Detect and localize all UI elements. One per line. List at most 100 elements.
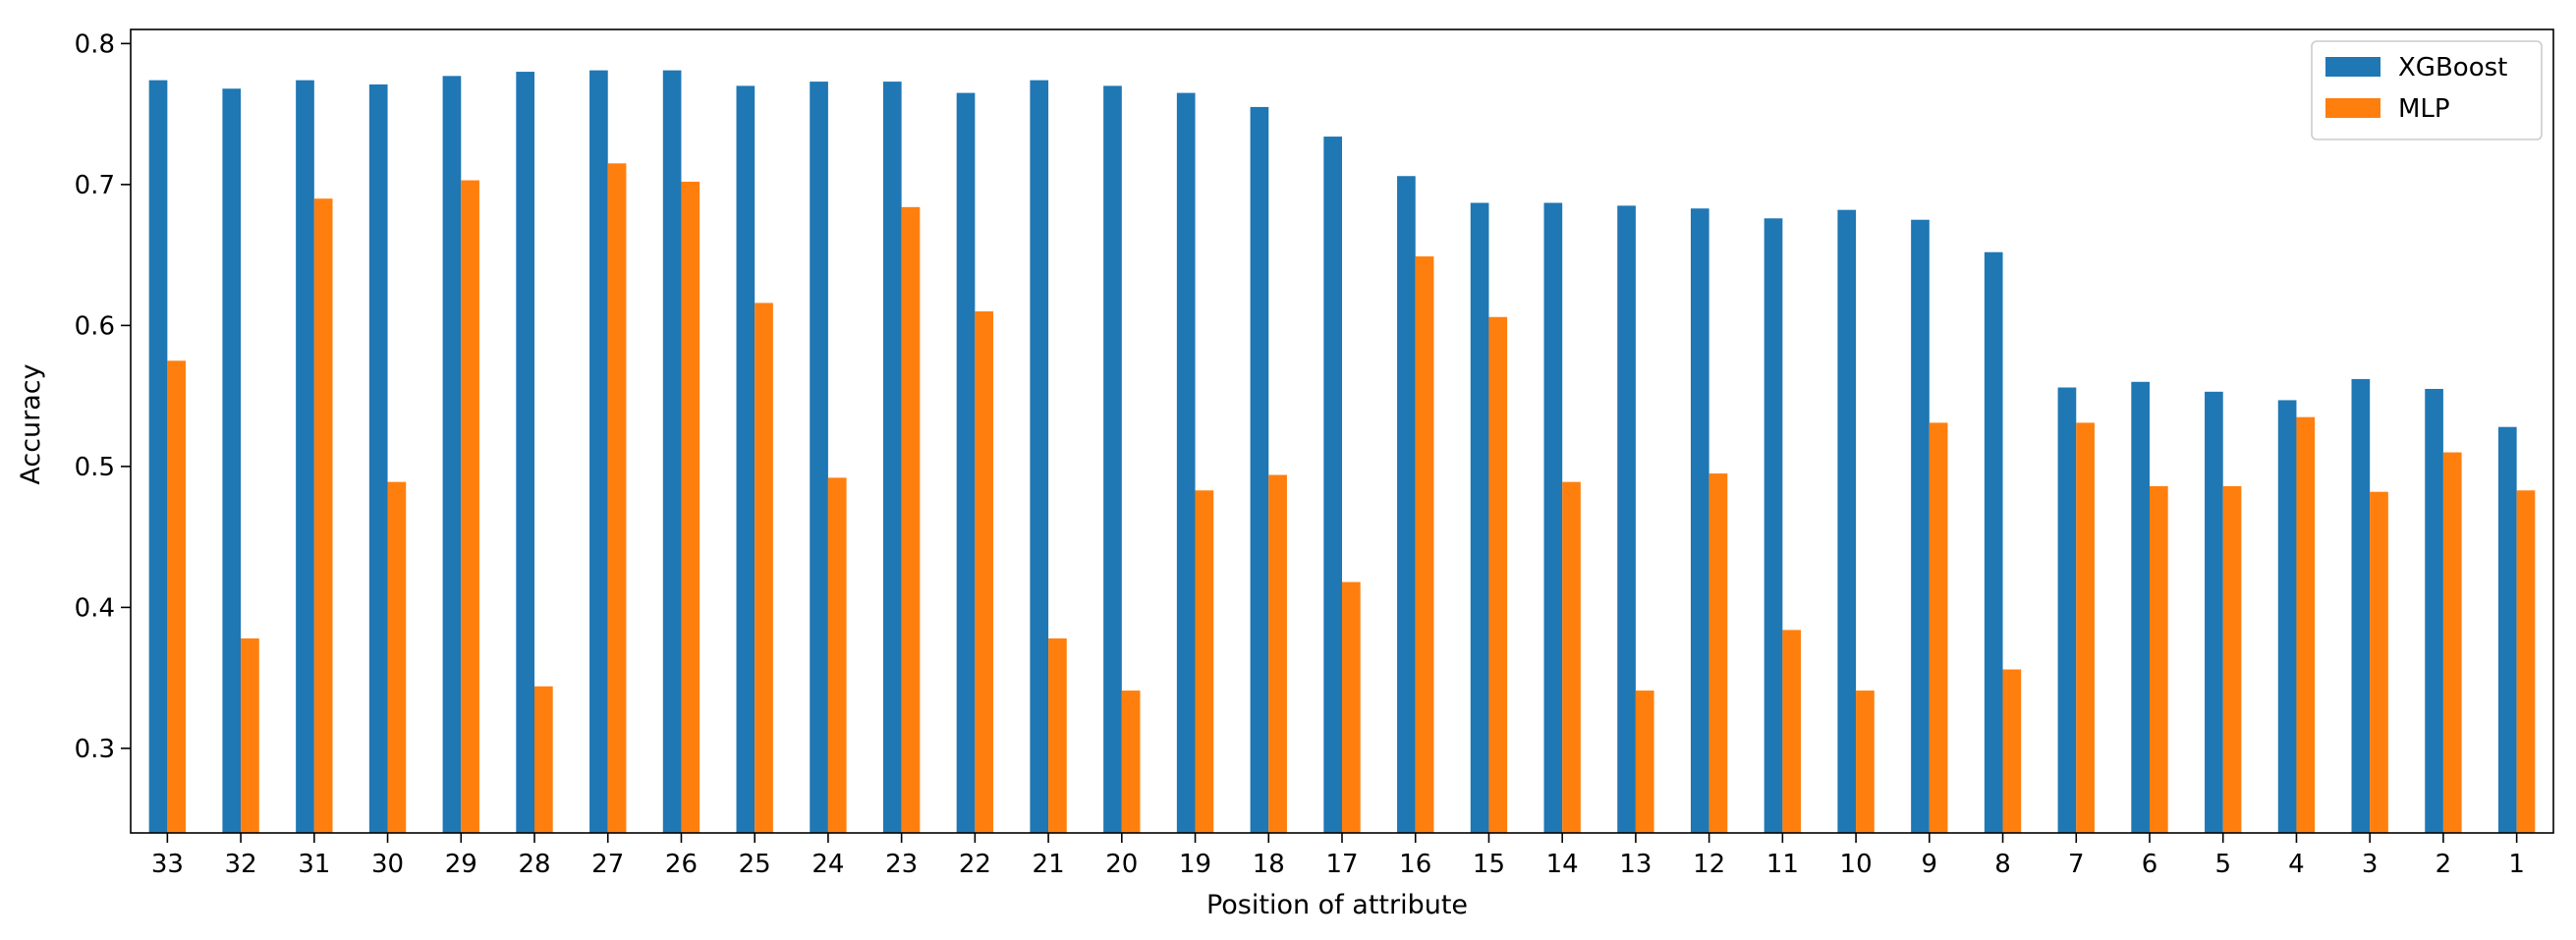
- bar-mlp-23: [901, 206, 921, 833]
- legend-label-xgboost: XGBoost: [2398, 53, 2507, 83]
- bar-xgboost-1: [2497, 426, 2517, 833]
- x-tick-label: 27: [591, 850, 624, 879]
- bar-mlp-20: [1121, 691, 1141, 833]
- bar-mlp-18: [1268, 474, 1287, 833]
- bar-xgboost-2: [2425, 388, 2443, 833]
- bar-xgboost-33: [148, 80, 168, 833]
- y-axis-label: Accuracy: [16, 363, 46, 484]
- x-tick-label: 15: [1473, 850, 1505, 879]
- x-axis-label: Position of attribute: [1206, 890, 1468, 920]
- legend: XGBoost MLP: [2311, 40, 2543, 140]
- bar-xgboost-3: [2351, 378, 2371, 833]
- bar-xgboost-4: [2277, 400, 2297, 833]
- bar-mlp-26: [681, 181, 700, 834]
- x-tick-label: 19: [1179, 850, 1211, 879]
- bar-mlp-7: [2076, 422, 2095, 833]
- x-tick-label: 18: [1253, 850, 1285, 879]
- bar-mlp-4: [2296, 416, 2316, 833]
- bar-mlp-25: [755, 303, 773, 833]
- bar-mlp-22: [975, 311, 994, 833]
- y-tick-label: 0.7: [75, 171, 115, 200]
- x-tick-label: 28: [518, 850, 550, 879]
- bar-xgboost-27: [589, 70, 608, 834]
- bar-xgboost-12: [1690, 208, 1709, 833]
- bar-xgboost-31: [296, 80, 314, 833]
- x-tick-label: 6: [2142, 850, 2158, 879]
- bar-mlp-27: [607, 163, 627, 833]
- y-tick-label: 0.5: [75, 453, 115, 482]
- bar-mlp-29: [461, 180, 479, 834]
- x-tick-label: 17: [1325, 850, 1358, 879]
- bar-mlp-9: [1929, 422, 1948, 833]
- bar-mlp-12: [1708, 473, 1728, 833]
- bars-layer: [148, 70, 2536, 834]
- bar-xgboost-7: [2057, 387, 2077, 833]
- x-tick-label: 10: [1840, 850, 1873, 879]
- bar-mlp-8: [2002, 669, 2022, 833]
- x-tick-label: 33: [151, 850, 184, 879]
- bar-mlp-5: [2222, 485, 2242, 833]
- bar-mlp-28: [534, 686, 553, 833]
- bar-mlp-1: [2516, 490, 2536, 833]
- bar-xgboost-16: [1397, 176, 1416, 833]
- legend-label-mlp: MLP: [2398, 94, 2450, 124]
- bar-mlp-31: [313, 198, 333, 833]
- bar-xgboost-30: [368, 83, 388, 834]
- x-tick-label: 5: [2214, 850, 2231, 879]
- x-tick-label: 12: [1693, 850, 1725, 879]
- x-tick-label: 11: [1766, 850, 1799, 879]
- x-tick-label: 9: [1922, 850, 1938, 879]
- bar-xgboost-14: [1543, 202, 1563, 833]
- bar-xgboost-20: [1103, 85, 1122, 833]
- bar-xgboost-19: [1176, 92, 1196, 833]
- bar-xgboost-29: [442, 76, 462, 834]
- bar-mlp-2: [2442, 452, 2462, 833]
- x-tick-label: 1: [2508, 850, 2525, 879]
- y-tick-label: 0.3: [75, 735, 115, 764]
- bar-xgboost-18: [1250, 106, 1269, 834]
- bar-xgboost-24: [810, 82, 828, 834]
- bar-mlp-11: [1782, 630, 1802, 833]
- x-tick-label: 21: [1033, 850, 1065, 879]
- axes-layer: 0.30.40.50.60.70.833 32 31 30 29 28 27 26 25 24 23…: [75, 28, 2554, 879]
- x-tick-label: 26: [665, 850, 698, 879]
- x-tick-label: 31: [298, 850, 330, 879]
- bar-xgboost-22: [956, 92, 976, 833]
- bar-mlp-21: [1048, 637, 1067, 833]
- x-tick-label: 14: [1546, 850, 1579, 879]
- bar-mlp-15: [1488, 316, 1508, 833]
- x-tick-label: 25: [739, 850, 771, 879]
- x-tick-label: 32: [225, 850, 257, 879]
- bar-mlp-19: [1195, 490, 1214, 833]
- x-tick-label: 4: [2288, 850, 2305, 879]
- bar-mlp-6: [2150, 485, 2168, 833]
- x-tick-label: 20: [1105, 850, 1138, 879]
- bar-mlp-16: [1415, 256, 1434, 833]
- bar-xgboost-13: [1617, 205, 1636, 833]
- y-tick-label: 0.4: [75, 593, 115, 623]
- bar-xgboost-15: [1470, 202, 1489, 833]
- bar-mlp-32: [241, 637, 259, 833]
- bar-xgboost-8: [1984, 251, 2003, 833]
- x-tick-label: 22: [959, 850, 991, 879]
- x-tick-label: 30: [371, 850, 404, 879]
- bar-mlp-33: [167, 360, 187, 833]
- bar-xgboost-23: [882, 82, 902, 834]
- bar-mlp-24: [827, 477, 847, 833]
- bar-xgboost-28: [516, 72, 534, 834]
- legend-swatch-mlp: [2325, 98, 2380, 118]
- x-tick-label: 13: [1619, 850, 1652, 879]
- x-tick-label: 23: [885, 850, 918, 879]
- bar-mlp-30: [387, 481, 407, 833]
- bar-xgboost-32: [222, 88, 242, 833]
- legend-swatch-xgboost: [2325, 57, 2380, 77]
- bar-xgboost-6: [2131, 381, 2150, 833]
- x-tick-label: 29: [445, 850, 477, 879]
- y-tick-label: 0.8: [75, 29, 115, 59]
- x-tick-label: 16: [1399, 850, 1431, 879]
- x-tick-label: 2: [2436, 850, 2452, 879]
- bar-xgboost-10: [1837, 209, 1857, 833]
- bar-mlp-13: [1635, 691, 1654, 833]
- x-tick-label: 24: [812, 850, 844, 879]
